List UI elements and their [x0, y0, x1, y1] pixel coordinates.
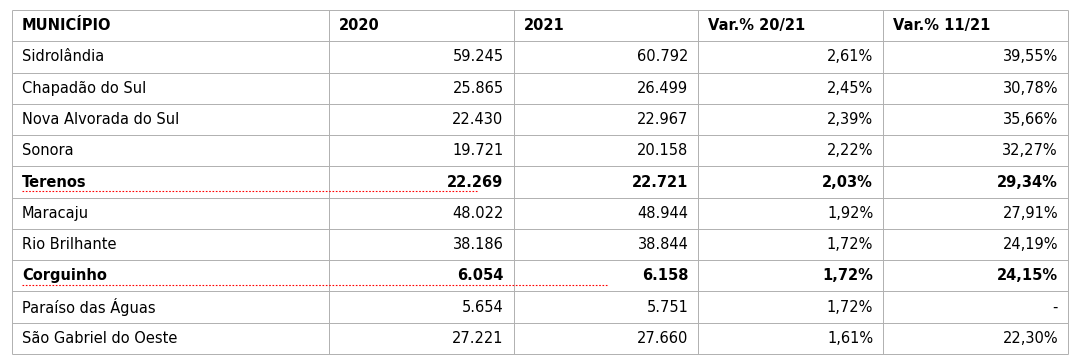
Text: 2,61%: 2,61%: [827, 50, 874, 64]
Text: 27.221: 27.221: [453, 331, 503, 346]
Text: 1,72%: 1,72%: [822, 268, 874, 283]
Text: 32,27%: 32,27%: [1002, 143, 1058, 158]
Text: Var.% 11/21: Var.% 11/21: [893, 18, 990, 33]
Text: 48.022: 48.022: [453, 206, 503, 221]
Text: 5.654: 5.654: [462, 300, 503, 314]
Text: Chapadão do Sul: Chapadão do Sul: [22, 81, 146, 96]
Text: -: -: [1053, 300, 1058, 314]
Text: 2021: 2021: [524, 18, 565, 33]
Text: São Gabriel do Oeste: São Gabriel do Oeste: [22, 331, 177, 346]
Text: Paraíso das Águas: Paraíso das Águas: [22, 298, 156, 316]
Text: 19.721: 19.721: [453, 143, 503, 158]
Text: 1,72%: 1,72%: [827, 237, 874, 252]
Text: Nova Alvorada do Sul: Nova Alvorada do Sul: [22, 112, 179, 127]
Text: 22.269: 22.269: [447, 174, 503, 190]
Text: Sidrolândia: Sidrolândia: [22, 50, 105, 64]
Text: 2020: 2020: [339, 18, 379, 33]
Text: 6.158: 6.158: [642, 268, 688, 283]
Text: 27,91%: 27,91%: [1002, 206, 1058, 221]
Text: 27.660: 27.660: [637, 331, 688, 346]
Text: Maracaju: Maracaju: [22, 206, 90, 221]
Text: 38.844: 38.844: [637, 237, 688, 252]
Text: 35,66%: 35,66%: [1002, 112, 1058, 127]
Text: 6.054: 6.054: [457, 268, 503, 283]
Text: 39,55%: 39,55%: [1002, 50, 1058, 64]
Text: 2,22%: 2,22%: [826, 143, 874, 158]
Text: 24,15%: 24,15%: [997, 268, 1058, 283]
Text: 20.158: 20.158: [637, 143, 688, 158]
Text: 2,39%: 2,39%: [827, 112, 874, 127]
Text: 26.499: 26.499: [637, 81, 688, 96]
Text: 25.865: 25.865: [453, 81, 503, 96]
Text: 2,45%: 2,45%: [827, 81, 874, 96]
Text: 5.751: 5.751: [647, 300, 688, 314]
Text: 24,19%: 24,19%: [1002, 237, 1058, 252]
Text: Rio Brilhante: Rio Brilhante: [22, 237, 117, 252]
Text: Sonora: Sonora: [22, 143, 73, 158]
Text: 38.186: 38.186: [453, 237, 503, 252]
Text: 1,61%: 1,61%: [827, 331, 874, 346]
Text: 1,92%: 1,92%: [827, 206, 874, 221]
Text: Var.% 20/21: Var.% 20/21: [708, 18, 806, 33]
Text: Terenos: Terenos: [22, 174, 86, 190]
Text: 2,03%: 2,03%: [822, 174, 874, 190]
Text: 22.967: 22.967: [637, 112, 688, 127]
Text: 48.944: 48.944: [637, 206, 688, 221]
Text: 29,34%: 29,34%: [997, 174, 1058, 190]
Text: 22.430: 22.430: [453, 112, 503, 127]
Text: 22,30%: 22,30%: [1002, 331, 1058, 346]
Text: 30,78%: 30,78%: [1002, 81, 1058, 96]
Text: MUNICÍPIO: MUNICÍPIO: [22, 18, 111, 33]
Text: 22.721: 22.721: [632, 174, 688, 190]
Text: 1,72%: 1,72%: [827, 300, 874, 314]
Text: 60.792: 60.792: [637, 50, 688, 64]
Text: Corguinho: Corguinho: [22, 268, 107, 283]
Text: 59.245: 59.245: [453, 50, 503, 64]
